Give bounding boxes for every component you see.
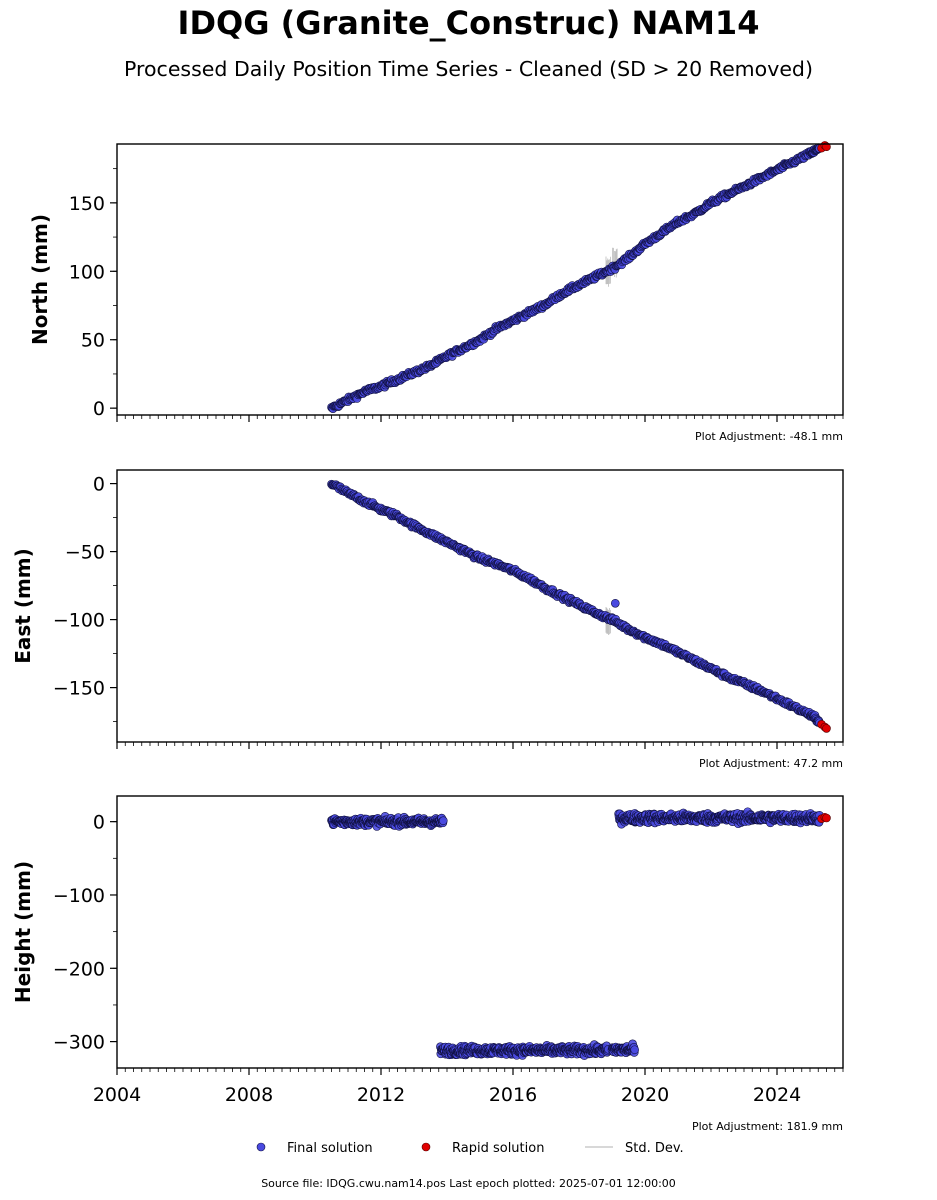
final-solution-point [438, 816, 448, 826]
x-tick-label: 2024 [753, 1084, 801, 1106]
y-tick-label: 150 [69, 193, 105, 215]
y-tick-label: 100 [69, 261, 105, 283]
y-axis-label: Height (mm) [11, 861, 35, 1003]
x-tick-label: 2008 [225, 1084, 273, 1106]
y-tick-label: −100 [53, 885, 105, 907]
y-tick-label: −300 [53, 1032, 105, 1054]
rapid-solution-point [822, 724, 831, 733]
chart-subtitle: Processed Daily Position Time Series - C… [124, 57, 813, 81]
plot-adjustment-label: Plot Adjustment: -48.1 mm [695, 430, 843, 443]
legend-final-marker [256, 1142, 266, 1152]
plot-frame [116, 469, 844, 743]
y-tick-label: 0 [93, 812, 105, 834]
final-solution-point [630, 1045, 639, 1055]
y-tick-label: 50 [81, 330, 105, 352]
legend-stddev-label: Std. Dev. [625, 1141, 684, 1156]
x-tick-label: 2012 [357, 1084, 405, 1106]
rapid-solution-point [822, 142, 831, 152]
legend-rapid-marker [421, 1142, 431, 1152]
x-tick-label: 2020 [621, 1084, 669, 1106]
x-tick-label: 2016 [489, 1084, 537, 1106]
chart-title: IDQG (Granite_Construc) NAM14 [177, 4, 760, 42]
y-tick-label: 0 [93, 398, 105, 420]
y-axis-label: East (mm) [11, 548, 35, 664]
y-tick-label: −200 [53, 958, 105, 980]
y-axis-label: North (mm) [28, 214, 52, 345]
source-footer: Source file: IDQG.cwu.nam14.pos Last epo… [261, 1177, 676, 1190]
plot-adjustment-label: Plot Adjustment: 181.9 mm [692, 1120, 843, 1133]
y-tick-label: −150 [53, 678, 105, 700]
plot-frame [116, 795, 844, 1069]
y-tick-label: −50 [65, 542, 105, 564]
x-tick-label: 2004 [93, 1084, 141, 1106]
legend-rapid-label: Rapid solution [452, 1141, 544, 1156]
plot-frame [116, 143, 844, 416]
y-tick-label: 0 [93, 474, 105, 496]
final-solution-point [610, 598, 620, 608]
legend-final-label: Final solution [287, 1141, 373, 1156]
y-tick-label: −100 [53, 610, 105, 632]
rapid-solution-point [822, 813, 831, 823]
plot-adjustment-label: Plot Adjustment: 47.2 mm [699, 757, 843, 770]
